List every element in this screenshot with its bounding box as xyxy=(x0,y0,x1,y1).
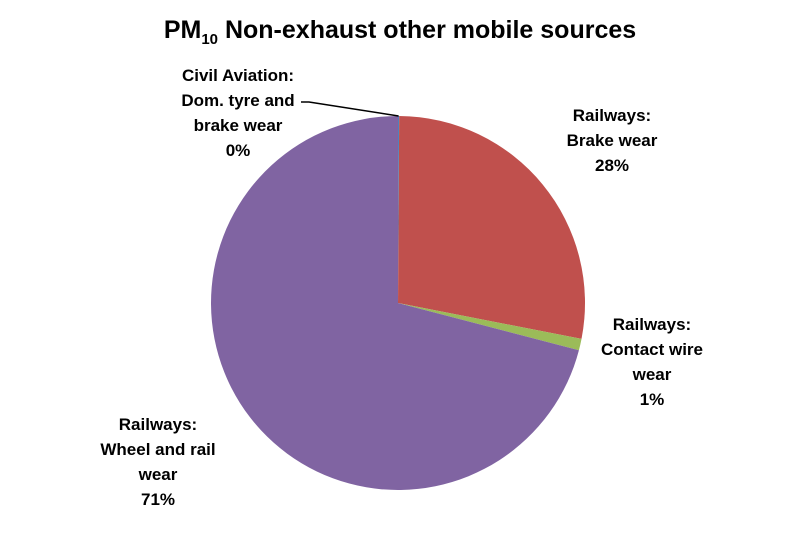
slice-label-line: brake wear xyxy=(194,116,283,135)
slice-label: Civil Aviation: Dom. tyre and brake wear 0% xyxy=(181,66,294,160)
chart-title-main: PM xyxy=(164,16,202,44)
slice-value-label: 0% xyxy=(226,141,251,160)
slice-label-line: Contact wire xyxy=(601,340,703,359)
slice-label-line: Civil Aviation: xyxy=(182,66,294,85)
pie-slice xyxy=(211,116,579,491)
slice-label-line: Railways: xyxy=(119,415,197,434)
leader-lines xyxy=(301,101,399,117)
slice-label-line: Brake wear xyxy=(567,131,658,150)
slice-label: Railways: Wheel and rail wear 71% xyxy=(100,415,215,509)
pie-slice xyxy=(398,115,400,304)
slice-value-label: 28% xyxy=(595,156,629,175)
pie-slice xyxy=(398,303,582,351)
slice-label-line: wear xyxy=(632,365,672,384)
slice-value-label: 71% xyxy=(141,490,175,509)
slice-label: Railways: Contact wire wear 1% xyxy=(601,315,703,409)
chart-title-rest: Non-exhaust other mobile sources xyxy=(218,16,636,44)
pie-slice xyxy=(398,116,586,339)
chart-title-subscript: 10 xyxy=(201,31,218,48)
slice-label: Railways: Brake wear 28% xyxy=(567,106,658,175)
chart-title: PM10 Non-exhaust other mobile sources xyxy=(164,16,636,48)
slice-label-line: Railways: xyxy=(573,106,651,125)
slice-label-line: wear xyxy=(138,465,178,484)
leader-line xyxy=(301,101,399,117)
slice-value-label: 1% xyxy=(640,390,665,409)
slice-label-line: Dom. tyre and xyxy=(181,91,294,110)
slice-label-line: Railways: xyxy=(613,315,691,334)
slice-labels: Civil Aviation: Dom. tyre and brake wear 0%… xyxy=(100,66,703,509)
slice-label-line: Wheel and rail xyxy=(100,440,215,459)
pie-slices xyxy=(211,115,586,491)
